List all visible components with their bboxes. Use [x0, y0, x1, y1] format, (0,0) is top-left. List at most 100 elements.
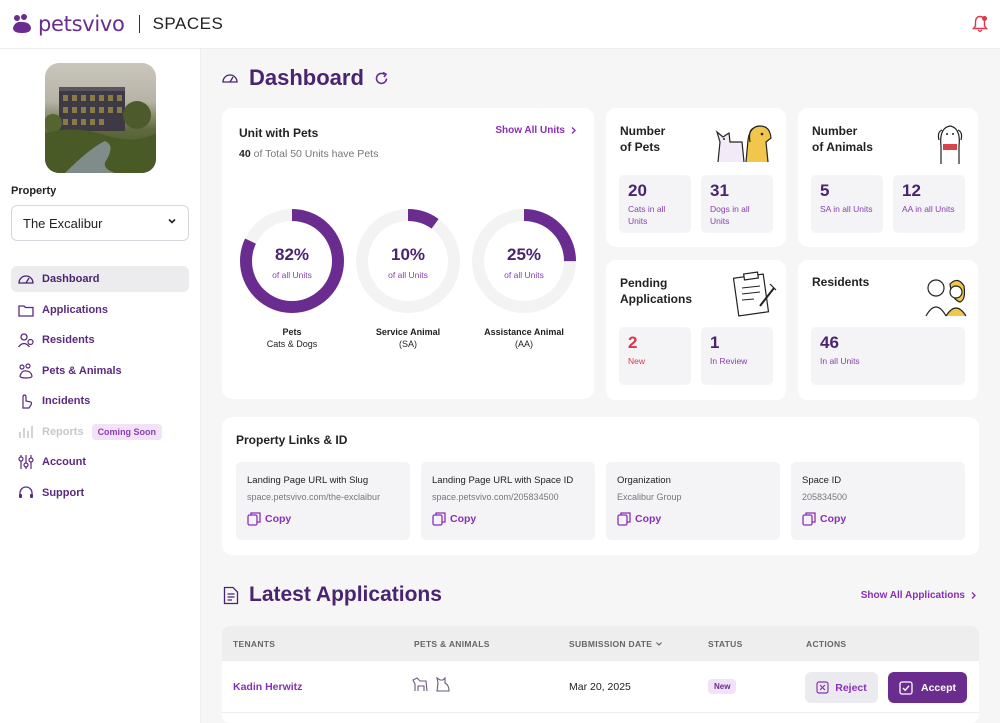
donut-chart [472, 209, 576, 313]
number-of-pets-card: Number of Pets 20 Cats in all Units 31 D… [606, 108, 786, 247]
copy-button[interactable]: Copy [802, 512, 846, 526]
stat-value: 31 [710, 181, 729, 200]
copy-icon [247, 512, 261, 526]
cat-icon [436, 676, 450, 692]
units-summary-count: 40 [239, 148, 251, 160]
donut-value-arc [356, 209, 460, 313]
link-value: space.petsvivo.com/the-exclaibur [247, 492, 381, 502]
brand-logo[interactable]: petsvivo [11, 12, 125, 36]
column-header: TENANTS [233, 639, 276, 649]
link-box-organization: Organization Excalibur Group Copy [606, 462, 780, 540]
card-title: Pending Applications [620, 275, 692, 307]
show-all-applications-label: Show All Applications [860, 590, 965, 601]
property-links-card: Property Links & ID Landing Page URL wit… [222, 417, 979, 555]
stat-value: 12 [902, 181, 921, 200]
donut-caption-sub: (SA) [399, 339, 417, 349]
stat-label: New [628, 356, 646, 366]
stat-sa: 5 SA in all Units [811, 175, 883, 233]
reject-button[interactable]: Reject [805, 672, 878, 703]
sidebar-item-reports: Reports Coming Soon [11, 419, 189, 445]
refresh-icon[interactable] [374, 71, 389, 86]
donut-value-arc [240, 209, 344, 313]
donut-value-arc [472, 209, 576, 313]
coming-soon-badge: Coming Soon [91, 423, 163, 440]
sidebar-item-residents[interactable]: Residents [11, 327, 189, 353]
donut-chart [240, 209, 344, 313]
show-all-units-link[interactable]: Show All Units [495, 125, 578, 136]
pending-applications-card: Pending Applications 2 New 1 In Review [606, 260, 786, 400]
sidebar-item-support[interactable]: Support [11, 480, 189, 506]
stat-label: In Review [710, 356, 748, 366]
show-all-units-label: Show All Units [495, 125, 565, 136]
stat-label: AA in all Units [902, 204, 955, 214]
document-icon [223, 586, 239, 604]
accept-button[interactable]: Accept [888, 672, 967, 703]
bell-icon[interactable] [972, 15, 988, 33]
people-icon [17, 333, 34, 348]
sidebar-item-account[interactable]: Account [11, 449, 189, 475]
sidebar-item-label: Support [42, 486, 85, 499]
status-badge: New [708, 679, 737, 694]
show-all-applications-link[interactable]: Show All Applications [861, 590, 978, 601]
sidebar-item-applications[interactable]: Applications [11, 297, 189, 323]
copy-icon [432, 512, 446, 526]
gauge-icon [18, 275, 34, 284]
submission-date: Mar 20, 2025 [569, 681, 631, 693]
column-header: STATUS [708, 639, 743, 649]
sidebar-item-pets-animals[interactable]: Pets & Animals [11, 358, 189, 384]
units-summary: 40 of Total 50 Units have Pets [239, 148, 378, 160]
sidebar-item-label: Residents [42, 334, 95, 346]
header-divider [138, 15, 140, 33]
stat-new: 2 New [619, 327, 691, 385]
link-box-slug: Landing Page URL with Slug space.petsviv… [236, 462, 410, 540]
copy-button[interactable]: Copy [617, 512, 661, 526]
copy-label: Copy [450, 513, 477, 525]
stat-value: 20 [628, 181, 647, 200]
stat-label: Dogs in all Units [710, 204, 750, 226]
sidebar-item-incidents[interactable]: Incidents [11, 388, 189, 414]
donut-caption-pets: Pets Cats & Dogs [227, 326, 357, 350]
copy-icon [617, 512, 631, 526]
section-title: Latest Applications [249, 583, 442, 606]
column-header: ACTIONS [806, 639, 847, 649]
card-title-line: Pending [620, 276, 668, 290]
chart-icon [19, 425, 33, 438]
property-select[interactable]: The Excalibur [11, 205, 189, 241]
donut-assistance-animal: 25% of all Units [471, 208, 577, 319]
gauge-icon [222, 74, 238, 83]
column-header-sortable[interactable]: SUBMISSION DATE [569, 639, 663, 649]
donut-pets: 82% of all Units [239, 208, 345, 319]
donut-caption-service-animal: Service Animal (SA) [343, 326, 473, 350]
stat-in-review: 1 In Review [701, 327, 773, 385]
donut-subtext: of all Units [388, 270, 428, 280]
card-title: Residents [812, 275, 870, 289]
sidebar-item-dashboard[interactable]: Dashboard [11, 266, 189, 292]
tenant-name-link[interactable]: Kadin Herwitz [233, 681, 303, 693]
copy-button[interactable]: Copy [432, 512, 476, 526]
units-summary-text: of Total 50 Units have Pets [253, 148, 379, 160]
applications-table: TENANTS PETS & ANIMALS SUBMISSION DATE S… [222, 626, 979, 723]
stat-aa: 12 AA in all Units [893, 175, 965, 233]
sidebar-item-label: Reports [42, 425, 84, 438]
latest-applications-header: Latest Applications [223, 583, 442, 607]
stat-label: SA in all Units [820, 204, 873, 214]
sidebar-item-label: Pets & Animals [42, 364, 122, 377]
card-title-line: Number [620, 124, 666, 138]
chevron-down-icon [168, 218, 176, 224]
copy-button[interactable]: Copy [247, 512, 291, 526]
sidebar-nav: Dashboard Applications Residents Pets & … [11, 266, 189, 510]
top-bar: petsvivo SPACES [0, 0, 1000, 49]
link-title: Organization [617, 475, 671, 486]
brand-name: petsvivo [38, 12, 125, 36]
card-title-line: Applications [620, 292, 693, 306]
donut-service-animal: 10% of all Units [355, 208, 461, 319]
link-title: Space ID [802, 475, 842, 486]
hand-icon [22, 394, 33, 409]
property-label: Property [11, 185, 57, 197]
sidebar-item-label: Dashboard [42, 273, 100, 285]
dog-icon [412, 677, 428, 692]
column-header: PETS & ANIMALS [414, 639, 490, 649]
donut-caption-title: Pets [282, 327, 302, 337]
card-title-line: Number [812, 124, 858, 138]
stat-value: 46 [820, 333, 839, 352]
